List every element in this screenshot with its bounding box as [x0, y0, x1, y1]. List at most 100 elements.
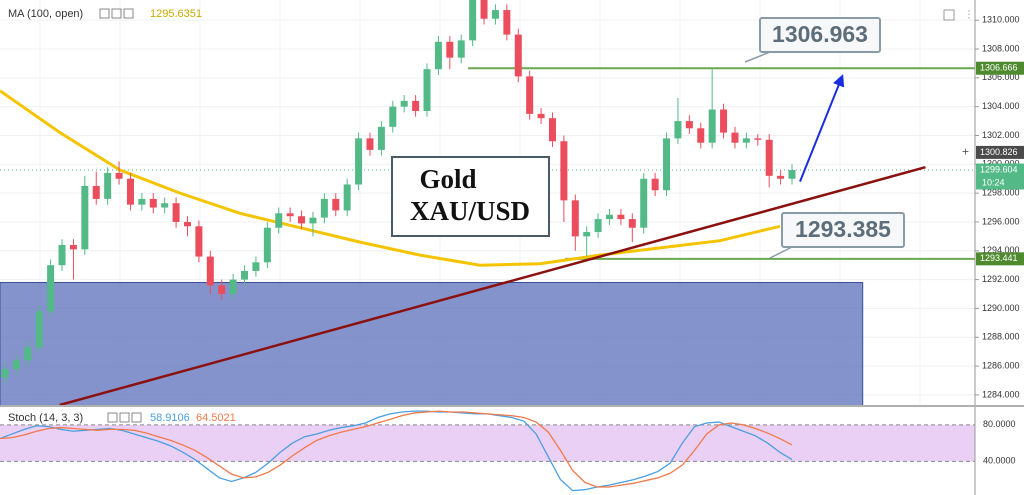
candle-body [343, 184, 351, 211]
indicator-name: MA (100, open) [8, 8, 83, 20]
candle-body [389, 106, 397, 127]
y-tick-label: 1302.000 [982, 130, 1020, 140]
candle-body [218, 285, 226, 295]
callout-box [759, 17, 881, 53]
candle-body [731, 132, 739, 143]
trendline [59, 165, 926, 405]
indicator-value: 1295.6351 [150, 8, 202, 20]
candle-body [183, 221, 191, 227]
candle-body [241, 270, 249, 280]
candle-body [537, 113, 545, 119]
header-icon[interactable] [119, 412, 130, 423]
candle-body [480, 0, 488, 19]
candle-body [138, 198, 146, 205]
candle-body [548, 118, 556, 142]
candle-body [195, 226, 203, 257]
price-tag-label: 1300.826 [980, 147, 1018, 157]
price-tag [976, 252, 1024, 266]
callout-pointer [769, 246, 793, 259]
legend-value: 64.5021 [196, 412, 236, 424]
candle-body [149, 198, 157, 208]
header-icon[interactable] [131, 412, 142, 423]
title-line: Gold [419, 164, 476, 194]
candle-body [104, 172, 112, 199]
arrow [799, 74, 845, 182]
y-tick-label: 1306.000 [982, 72, 1020, 82]
header-icon[interactable] [123, 8, 134, 19]
candle-body [400, 100, 408, 107]
candle-body [115, 172, 123, 179]
candle-body [1, 368, 9, 378]
y-tick-label: 1308.000 [982, 43, 1020, 53]
y-tick-label: 1290.000 [982, 303, 1020, 313]
legend-value: 58.9106 [150, 412, 190, 424]
candle-body [12, 360, 20, 369]
y-tick-label: 1294.000 [982, 245, 1020, 255]
candle-body [457, 40, 465, 58]
price-tag [976, 145, 1024, 159]
candle-body [35, 311, 43, 348]
header-icon[interactable] [111, 8, 122, 19]
y-tick-label: 1286.000 [982, 360, 1020, 370]
menu-icon[interactable]: ⋮ [964, 10, 974, 21]
y-tick-label: 80.0000 [983, 419, 1016, 429]
y-tick-label: 40.0000 [983, 456, 1016, 466]
y-tick-label: 1284.000 [982, 389, 1020, 399]
candle-body [229, 279, 237, 295]
candle-body [377, 126, 385, 150]
candle-body [571, 200, 579, 237]
y-tick-label: 1296.000 [982, 216, 1020, 226]
price-tag [976, 163, 1024, 190]
y-tick-label: 1288.000 [982, 332, 1020, 342]
candle-body [298, 216, 306, 224]
candle-body [423, 69, 431, 111]
candle-body [583, 232, 591, 237]
candle-body [617, 214, 625, 220]
header-icon[interactable] [99, 8, 110, 19]
candle-body [628, 219, 636, 228]
candle-body [366, 138, 374, 150]
candle-body [594, 219, 602, 233]
candle-body [252, 262, 260, 271]
candle-body [674, 121, 682, 139]
y-tick-label: 1304.000 [982, 101, 1020, 111]
candle-body [640, 178, 648, 228]
candle-body [286, 213, 294, 217]
price-tag-label: 1306.666 [980, 63, 1018, 73]
zone [0, 281, 864, 405]
title-box [391, 156, 550, 237]
candle-body [606, 214, 614, 220]
candle-body [446, 41, 454, 58]
callout-text: 1293.385 [795, 216, 891, 242]
candle-body [275, 213, 283, 228]
settings-icon[interactable] [943, 9, 955, 21]
candle-body [491, 10, 499, 19]
candle-body [697, 128, 705, 143]
candle-body [663, 138, 671, 191]
candle-body [651, 178, 659, 191]
candle-body [320, 198, 328, 218]
candle-body [708, 109, 716, 143]
candle-body [503, 10, 511, 35]
candle-body [263, 227, 271, 263]
candle-body [355, 138, 363, 185]
candle-body [434, 41, 442, 70]
candle-body [172, 203, 180, 222]
header-icon[interactable] [107, 412, 118, 423]
stoch-line [0, 410, 793, 492]
candle-body [126, 178, 134, 205]
callout-pointer [744, 51, 771, 63]
stoch-band [0, 424, 975, 462]
candle-body [777, 175, 785, 179]
candle-body [765, 139, 773, 176]
candle-body [560, 141, 568, 201]
candle-body [81, 185, 89, 250]
candle-body [685, 121, 693, 129]
y-tick-label: 1292.000 [982, 274, 1020, 284]
candle-body [514, 34, 522, 77]
candle-body [754, 138, 762, 140]
candle-body [526, 76, 534, 114]
price-tag-time: 10:24 [982, 177, 1005, 187]
